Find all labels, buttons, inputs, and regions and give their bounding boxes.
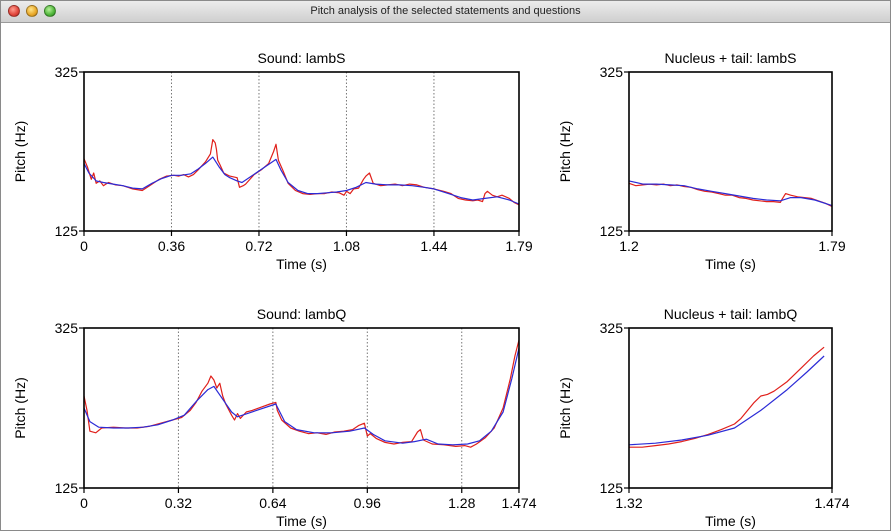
chart-title: Nucleus + tail: lambS [665, 50, 797, 66]
y-tick-label: 125 [600, 480, 624, 496]
x-tick-label: 1.474 [501, 495, 536, 511]
y-axis-label: Pitch (Hz) [557, 377, 573, 438]
x-tick-label: 1.79 [818, 238, 845, 254]
plot-frame [83, 71, 520, 232]
x-tick-label: 1.28 [448, 495, 475, 511]
x-tick-label: 1.79 [505, 238, 532, 254]
x-tick-label: 0.96 [354, 495, 381, 511]
pitch-plots-canvas: Sound: lambS 125 325 0 0.36 0.72 1.08 1.44 1.79 T… [12, 50, 850, 529]
title-bar: Pitch analysis of the selected statement… [1, 1, 890, 23]
y-tick-label: 125 [600, 223, 624, 239]
x-tick-label: 1.32 [615, 495, 642, 511]
pitch-line-blue [628, 180, 833, 207]
pitch-line-blue [83, 347, 520, 446]
x-axis-label: Time (s) [705, 256, 756, 272]
chart-title: Sound: lambQ [257, 306, 347, 322]
x-tick-label: 0 [80, 495, 88, 511]
y-axis-label: Pitch (Hz) [557, 121, 573, 182]
pitch-line-red [629, 346, 825, 448]
pitch-chart-4: Nucleus + tail: lambQ 125 325 1.32 1.474 Time… [557, 306, 850, 529]
y-tick-label: 125 [55, 223, 79, 239]
y-tick-label: 325 [55, 64, 79, 80]
pitch-line-blue [628, 355, 825, 446]
x-axis-label: Time (s) [276, 513, 327, 529]
x-tick-label: 1.08 [333, 238, 360, 254]
close-button[interactable] [8, 5, 20, 17]
pitch-chart-3: Sound: lambQ 125 325 0 0.32 0.64 0.96 1.28 1.474… [12, 306, 537, 529]
x-tick-label: 0.36 [158, 238, 185, 254]
y-tick-label: 325 [600, 64, 624, 80]
y-tick-label: 325 [600, 320, 624, 336]
plot-frame [628, 71, 833, 232]
x-axis-label: Time (s) [705, 513, 756, 529]
y-axis-label: Pitch (Hz) [12, 121, 28, 182]
x-tick-label: 0 [80, 238, 88, 254]
x-tick-label: 1.44 [420, 238, 447, 254]
pitch-line-blue [83, 156, 520, 205]
minimize-button[interactable] [26, 5, 38, 17]
plot-frame [83, 327, 520, 489]
x-tick-label: 0.72 [245, 238, 272, 254]
x-tick-label: 1.2 [619, 238, 639, 254]
x-axis-label: Time (s) [276, 256, 327, 272]
x-tick-label: 1.474 [814, 495, 849, 511]
y-tick-label: 325 [55, 320, 79, 336]
pitch-line-red [83, 339, 520, 448]
plot-frame [628, 327, 833, 489]
zoom-button[interactable] [44, 5, 56, 17]
chart-title: Nucleus + tail: lambQ [664, 306, 798, 322]
x-tick-label: 0.64 [259, 495, 286, 511]
y-axis-label: Pitch (Hz) [12, 377, 28, 438]
y-tick-label: 125 [55, 480, 79, 496]
pitch-chart-1: Sound: lambS 125 325 0 0.36 0.72 1.08 1.44 1.79 T… [12, 50, 533, 272]
window-title: Pitch analysis of the selected statement… [310, 5, 581, 17]
pitch-chart-2: Nucleus + tail: lambS 125 325 1.2 1.79 Time (… [557, 50, 846, 272]
x-tick-label: 0.32 [165, 495, 192, 511]
chart-title: Sound: lambS [258, 50, 346, 66]
